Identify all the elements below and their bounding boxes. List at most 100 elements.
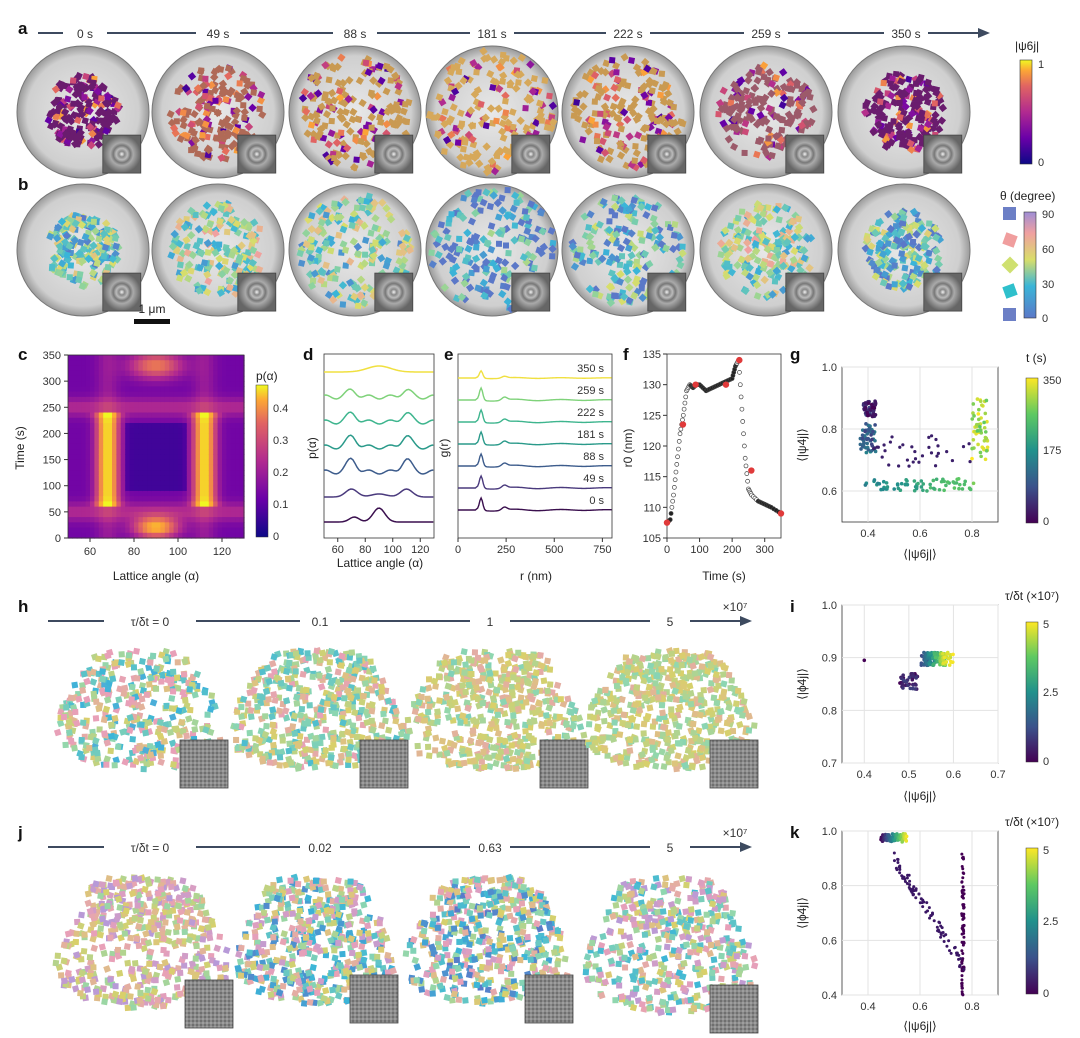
g-cbar-tick: 350 <box>1043 375 1061 387</box>
particle <box>51 85 61 94</box>
heatmap-cell <box>156 464 161 471</box>
heatmap-cell <box>120 386 126 393</box>
particle <box>322 211 330 219</box>
cbar-a-max: 1 <box>1038 59 1044 71</box>
heatmap-cell <box>173 417 179 424</box>
heatmap-cell <box>90 517 95 523</box>
heatmap-cell <box>191 490 197 497</box>
heatmap-cell <box>169 355 175 361</box>
c-cbar-tick: 0.1 <box>273 499 288 511</box>
heatmap-cell <box>217 496 223 502</box>
particle <box>440 148 448 155</box>
heatmap-cell <box>134 454 139 461</box>
heatmap-cell <box>134 412 139 419</box>
heatmap-cell <box>98 527 104 534</box>
heatmap-cell <box>107 360 113 367</box>
heatmap-cell <box>138 464 144 471</box>
e-xtick-label: 0 <box>455 544 461 556</box>
g-point <box>869 433 873 437</box>
heatmap-cell <box>151 422 157 429</box>
particle <box>611 194 619 202</box>
g-point <box>870 437 874 442</box>
particle <box>765 135 772 142</box>
heatmap-cell <box>200 402 205 408</box>
heatmap-cell <box>204 511 210 518</box>
heatmap-cell <box>230 501 236 508</box>
g-point <box>907 464 911 468</box>
heatmap-cell <box>156 381 161 387</box>
heatmap-cell <box>195 522 201 529</box>
g-point <box>890 435 894 439</box>
heatmap-cell <box>213 496 219 502</box>
heatmap-cell <box>178 396 183 403</box>
heatmap-cell <box>107 496 113 502</box>
particle <box>618 253 626 260</box>
particle <box>362 128 369 136</box>
heatmap-cell <box>235 511 241 518</box>
heatmap-cell <box>76 428 82 435</box>
particle <box>55 102 65 112</box>
panel-g-scatter: 0.4 0.6 0.80.60.81.0 ⟨|ψ4j|⟩ ⟨|ψ6j|⟩ t (s)… <box>795 351 1061 561</box>
particle <box>738 208 746 215</box>
heatmap-cell <box>173 527 179 534</box>
heatmap-cell <box>120 490 126 497</box>
heatmap-cell <box>112 360 117 367</box>
heatmap-cell <box>138 417 144 424</box>
heatmap-cell <box>217 438 223 445</box>
heatmap-cell <box>195 490 201 497</box>
g-point <box>881 479 886 484</box>
heatmap-cell <box>173 355 179 361</box>
g-point <box>864 437 869 442</box>
heatmap-cell <box>103 417 109 424</box>
heatmap-cell <box>72 480 78 487</box>
heatmap-cell <box>120 428 126 435</box>
heatmap-cell <box>169 370 175 377</box>
heatmap-cell <box>147 396 153 403</box>
heatmap-cell <box>156 517 161 523</box>
particle <box>329 105 336 112</box>
g-point <box>904 477 908 482</box>
sim-particle <box>132 647 141 655</box>
heatmap-cell <box>213 527 219 534</box>
heatmap-cell <box>103 375 109 382</box>
heatmap-cell <box>98 485 104 492</box>
heatmap-cell <box>164 506 170 513</box>
g-point <box>976 417 981 422</box>
heatmap-cell <box>147 402 153 408</box>
heatmap-cell <box>120 459 126 466</box>
panel-label-j: j <box>17 823 23 842</box>
heatmap-cell <box>217 475 223 482</box>
heatmap-cell <box>173 480 179 487</box>
heatmap-cell <box>138 449 144 455</box>
heatmap-cell <box>178 449 183 455</box>
c-xlabel: Lattice angle (α) <box>113 569 199 583</box>
heatmap-cell <box>204 480 210 487</box>
g-point <box>912 479 917 483</box>
c-cbar-tick: 0.2 <box>273 467 288 479</box>
heatmap-cell <box>90 490 95 497</box>
heatmap-cell <box>217 417 223 424</box>
particle <box>402 100 409 108</box>
heatmap-cell <box>85 480 91 487</box>
heatmap-cell <box>151 501 157 508</box>
sim-particle <box>173 674 181 682</box>
heatmap-cell <box>142 428 148 435</box>
heatmap-cell <box>230 360 236 367</box>
particle <box>392 101 400 109</box>
heatmap-cell <box>107 443 113 450</box>
heatmap-cell <box>217 422 223 429</box>
heatmap-cell <box>125 527 131 534</box>
heatmap-cell <box>68 475 73 482</box>
heatmap-cell <box>213 485 219 492</box>
heatmap-cell <box>200 449 205 455</box>
heatmap-cell <box>142 506 148 513</box>
heatmap-cell <box>134 490 139 497</box>
heatmap-cell <box>222 517 227 523</box>
heatmap-cell <box>182 407 188 414</box>
heatmap-cell <box>81 517 87 523</box>
heatmap-cell <box>107 438 113 445</box>
heatmap-cell <box>182 386 188 393</box>
particle <box>585 223 593 232</box>
g-point <box>913 484 918 489</box>
heatmap-cell <box>125 375 131 382</box>
